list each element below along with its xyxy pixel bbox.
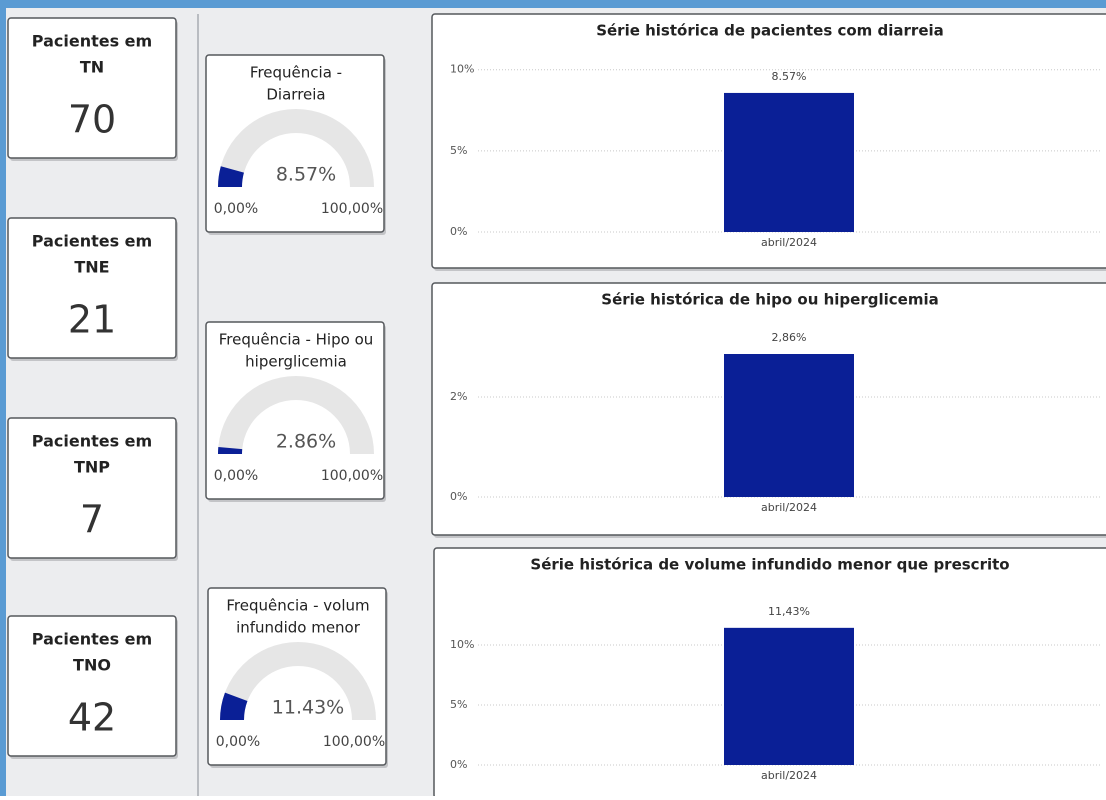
card-title: Pacientes em [32,432,152,451]
gauge-value: 2.86% [276,431,336,453]
gauge-min: 0,00% [216,734,260,750]
y-tick-label: 0% [450,758,467,771]
gauge-min: 0,00% [214,201,258,217]
y-tick-label: 0% [450,225,467,238]
chart-title: Série histórica de pacientes com diarrei… [596,22,944,40]
card-title: Pacientes em [32,232,152,251]
gauge-max: 100,00% [323,734,385,750]
gauge-title: Frequência - volum [226,597,369,615]
y-tick-label: 10% [450,638,474,651]
card-code: TNO [73,656,111,675]
chart-title: Série histórica de hipo ou hiperglicemia [601,291,938,309]
gauge-min: 0,00% [214,468,258,484]
gauge-title: infundido menor [236,619,361,637]
y-tick-label: 10% [450,63,474,76]
chart-title: Série histórica de volume infundido meno… [530,556,1009,574]
y-tick-label: 0% [450,490,467,503]
gauge-title: Frequência - [250,64,342,82]
card-value: 21 [68,298,116,342]
y-tick-label: 5% [450,144,467,157]
gauge-max: 100,00% [321,468,383,484]
y-tick-label: 5% [450,698,467,711]
card-title: Pacientes em [32,630,152,649]
gauge-title: Frequência - Hipo ou [219,331,374,349]
value-label: 11,43% [768,605,810,618]
card-code: TN [80,58,104,77]
gauge-title: hiperglicemia [245,353,347,371]
bar [724,93,854,232]
card-value: 7 [80,498,104,542]
bar [724,354,854,497]
card-value: 70 [68,98,116,142]
dashboard: Pacientes em TN 70 Pacientes em TNE 21 Pacient… [0,0,1106,796]
gauge-value: 8.57% [276,164,336,186]
card-title: Pacientes em [32,32,152,51]
value-label: 2,86% [772,331,807,344]
gauge-max: 100,00% [321,201,383,217]
value-label: 8.57% [772,70,807,83]
y-tick-label: 2% [450,390,467,403]
gauge-title: Diarreia [266,86,325,104]
x-tick-label: abril/2024 [761,501,817,514]
card-value: 42 [68,696,116,740]
card-code: TNE [74,258,109,277]
x-tick-label: abril/2024 [761,236,817,249]
card-code: TNP [74,458,110,477]
x-tick-label: abril/2024 [761,769,817,782]
gauge-value: 11.43% [272,697,344,719]
page: Pacientes em TN 70 Pacientes em TNE 21 Pacient… [0,0,1106,796]
bar [724,628,854,765]
